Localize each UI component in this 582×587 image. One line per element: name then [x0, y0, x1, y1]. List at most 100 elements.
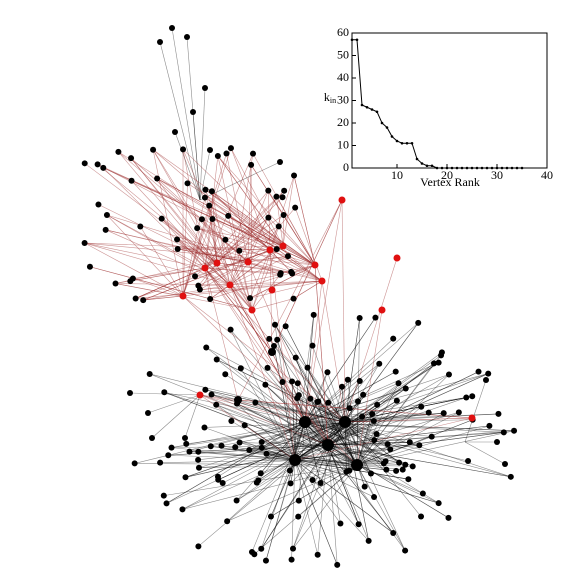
edge	[270, 464, 358, 517]
edge	[292, 444, 329, 549]
node	[356, 314, 363, 321]
edge	[344, 395, 473, 423]
edge	[327, 397, 467, 446]
hub-node	[339, 416, 351, 428]
edge	[147, 394, 201, 414]
node	[370, 418, 377, 425]
edge	[106, 214, 206, 269]
edge	[294, 362, 439, 461]
edge	[356, 419, 473, 466]
edge	[280, 264, 316, 274]
data-point	[415, 157, 419, 161]
edge	[229, 217, 269, 286]
edge	[198, 459, 296, 469]
edge	[84, 242, 206, 269]
edge	[115, 245, 284, 284]
node	[248, 161, 255, 168]
edge	[211, 394, 306, 423]
edge	[307, 367, 346, 423]
data-point	[485, 166, 489, 170]
edge	[304, 371, 396, 423]
edge	[210, 445, 296, 461]
node	[266, 335, 273, 342]
edge	[103, 167, 206, 269]
edge	[344, 395, 473, 423]
edge	[327, 425, 490, 446]
data-point	[430, 164, 434, 168]
node	[246, 446, 253, 453]
edge	[256, 421, 306, 483]
edge	[182, 421, 346, 510]
edge	[236, 459, 296, 501]
edge	[356, 464, 424, 494]
data-point	[370, 108, 374, 111]
edge	[258, 421, 346, 481]
edge	[216, 404, 358, 466]
node	[258, 444, 265, 451]
edge	[294, 372, 328, 461]
edge	[216, 404, 329, 446]
edge	[347, 379, 358, 466]
edge	[261, 444, 329, 549]
edge	[261, 444, 329, 549]
node	[445, 371, 452, 378]
node	[290, 295, 297, 302]
node	[277, 270, 284, 277]
node	[100, 164, 107, 171]
node	[112, 280, 119, 287]
edge	[344, 317, 360, 423]
node	[215, 476, 222, 483]
edge	[230, 148, 271, 251]
edge	[189, 444, 329, 452]
edge	[239, 442, 358, 466]
edge	[143, 284, 231, 301]
node	[294, 395, 301, 402]
edge	[182, 295, 358, 466]
edge	[236, 403, 358, 466]
edge	[291, 381, 296, 461]
red-node	[248, 306, 256, 314]
hub-node	[268, 348, 276, 356]
node	[337, 520, 344, 527]
node	[440, 410, 447, 417]
node	[367, 470, 374, 477]
edge	[304, 421, 375, 441]
node	[225, 212, 232, 219]
node	[418, 513, 425, 520]
node	[374, 401, 381, 408]
red-node	[311, 261, 319, 269]
edge	[304, 374, 450, 423]
edge	[240, 368, 296, 461]
edge	[205, 189, 316, 266]
node	[279, 194, 286, 201]
node	[360, 391, 367, 398]
node	[406, 439, 413, 446]
edge	[204, 267, 239, 401]
edge	[356, 413, 373, 466]
edge	[294, 459, 338, 565]
edge	[135, 267, 206, 299]
edge	[211, 191, 316, 266]
node	[95, 201, 102, 208]
edge	[294, 363, 380, 461]
edge	[294, 459, 439, 504]
node	[145, 410, 151, 416]
x-tick-label: 40	[541, 168, 553, 182]
edge	[189, 451, 296, 461]
data-point	[410, 141, 414, 145]
edge	[327, 363, 435, 446]
edge	[356, 374, 450, 466]
edge	[251, 298, 294, 311]
node	[416, 442, 423, 449]
red-node	[468, 414, 476, 422]
node	[273, 193, 280, 200]
node	[274, 336, 281, 343]
node	[203, 344, 210, 351]
edge	[204, 267, 329, 446]
edge	[341, 199, 346, 423]
edge	[294, 416, 363, 461]
node	[207, 147, 213, 153]
edge	[229, 274, 281, 286]
edge	[255, 402, 358, 466]
edge	[205, 189, 284, 247]
